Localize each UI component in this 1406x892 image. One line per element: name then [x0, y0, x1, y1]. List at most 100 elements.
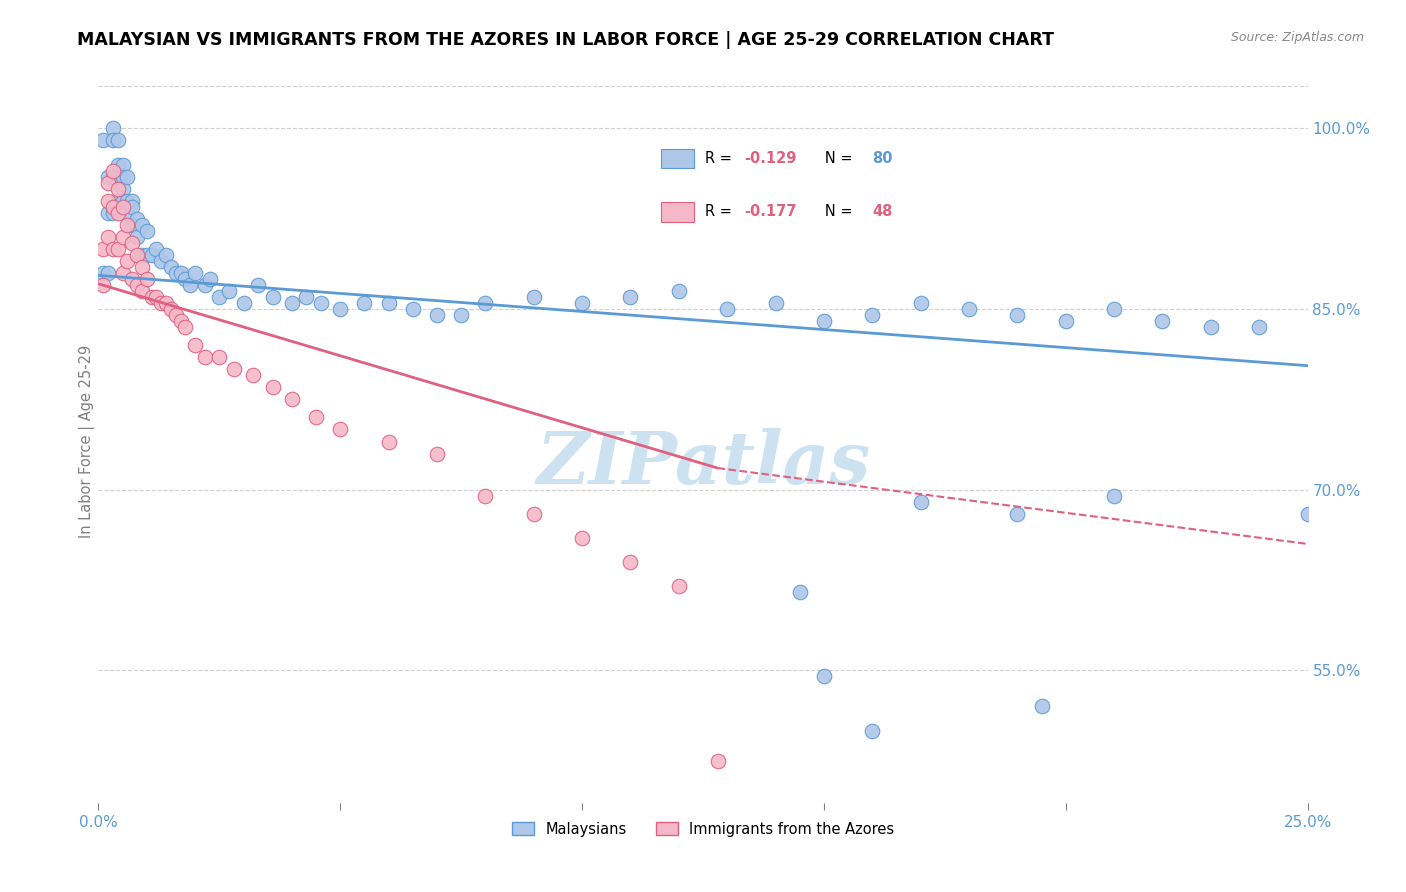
Point	[127, 230, 149, 244]
Point	[131, 284, 153, 298]
Point	[97, 169, 120, 184]
Point	[111, 266, 134, 280]
Point	[91, 266, 114, 280]
Point	[127, 248, 149, 262]
Point	[247, 278, 270, 293]
Point	[160, 260, 183, 274]
Point	[706, 754, 728, 768]
Point	[160, 301, 183, 317]
Point	[169, 266, 191, 280]
Point	[450, 308, 472, 322]
Point	[101, 163, 124, 178]
Point	[121, 194, 143, 208]
Text: MALAYSIAN VS IMMIGRANTS FROM THE AZORES IN LABOR FORCE | AGE 25-29 CORRELATION C: MALAYSIAN VS IMMIGRANTS FROM THE AZORES …	[77, 31, 1054, 49]
Text: -0.177: -0.177	[744, 204, 797, 219]
Point	[1199, 320, 1222, 334]
Text: Source: ZipAtlas.com: Source: ZipAtlas.com	[1230, 31, 1364, 45]
Point	[222, 362, 245, 376]
Text: ZIPatlas: ZIPatlas	[536, 428, 870, 499]
Point	[150, 254, 173, 268]
Point	[174, 320, 197, 334]
Point	[353, 296, 375, 310]
Point	[111, 169, 134, 184]
Point	[426, 308, 449, 322]
Point	[117, 169, 139, 184]
Point	[101, 205, 124, 219]
Point	[198, 272, 221, 286]
Point	[910, 296, 932, 310]
Point	[619, 290, 641, 304]
Point	[111, 158, 134, 172]
Point	[813, 314, 835, 328]
Point	[117, 205, 139, 219]
Point	[117, 254, 139, 268]
Point	[169, 314, 191, 328]
Point	[179, 278, 201, 293]
Text: R =: R =	[706, 151, 737, 166]
Point	[117, 194, 139, 208]
Bar	[661, 149, 695, 169]
Point	[208, 290, 231, 304]
Point	[1296, 507, 1319, 521]
Point	[619, 555, 641, 569]
Point	[281, 296, 304, 310]
Text: N =: N =	[811, 151, 858, 166]
Point	[127, 211, 149, 226]
Point	[305, 410, 328, 425]
Point	[668, 284, 690, 298]
Point	[91, 242, 114, 256]
Point	[135, 272, 157, 286]
Point	[281, 392, 304, 407]
Point	[860, 723, 883, 738]
Point	[91, 133, 114, 147]
Point	[668, 579, 690, 593]
Point	[910, 495, 932, 509]
Point	[101, 200, 124, 214]
Point	[426, 447, 449, 461]
Point	[474, 489, 496, 503]
Point	[1102, 489, 1125, 503]
Point	[97, 176, 120, 190]
Point	[208, 350, 231, 364]
Point	[789, 585, 811, 599]
Text: R =: R =	[706, 204, 737, 219]
Point	[111, 200, 134, 214]
Point	[1054, 314, 1077, 328]
Point	[97, 205, 120, 219]
Point	[97, 194, 120, 208]
Point	[194, 278, 217, 293]
Point	[309, 296, 332, 310]
Point	[957, 301, 980, 317]
Point	[141, 290, 163, 304]
Point	[165, 308, 187, 322]
Point	[101, 121, 124, 136]
Point	[131, 260, 153, 274]
Point	[91, 278, 114, 293]
Point	[184, 338, 207, 352]
Point	[101, 133, 124, 147]
Point	[765, 296, 787, 310]
Point	[194, 350, 217, 364]
Point	[184, 266, 207, 280]
Point	[145, 242, 167, 256]
Point	[155, 248, 177, 262]
Point	[121, 235, 143, 250]
Point	[377, 296, 399, 310]
Point	[329, 301, 352, 317]
Point	[111, 230, 134, 244]
Point	[218, 284, 240, 298]
Point	[107, 169, 129, 184]
Point	[295, 290, 318, 304]
Point	[107, 182, 129, 196]
Point	[1152, 314, 1174, 328]
Point	[1249, 320, 1271, 334]
Point	[174, 272, 197, 286]
Point	[860, 308, 883, 322]
Point	[107, 242, 129, 256]
Point	[716, 301, 738, 317]
Point	[523, 507, 546, 521]
Point	[474, 296, 496, 310]
Point	[145, 290, 167, 304]
Point	[232, 296, 254, 310]
Point	[107, 194, 129, 208]
